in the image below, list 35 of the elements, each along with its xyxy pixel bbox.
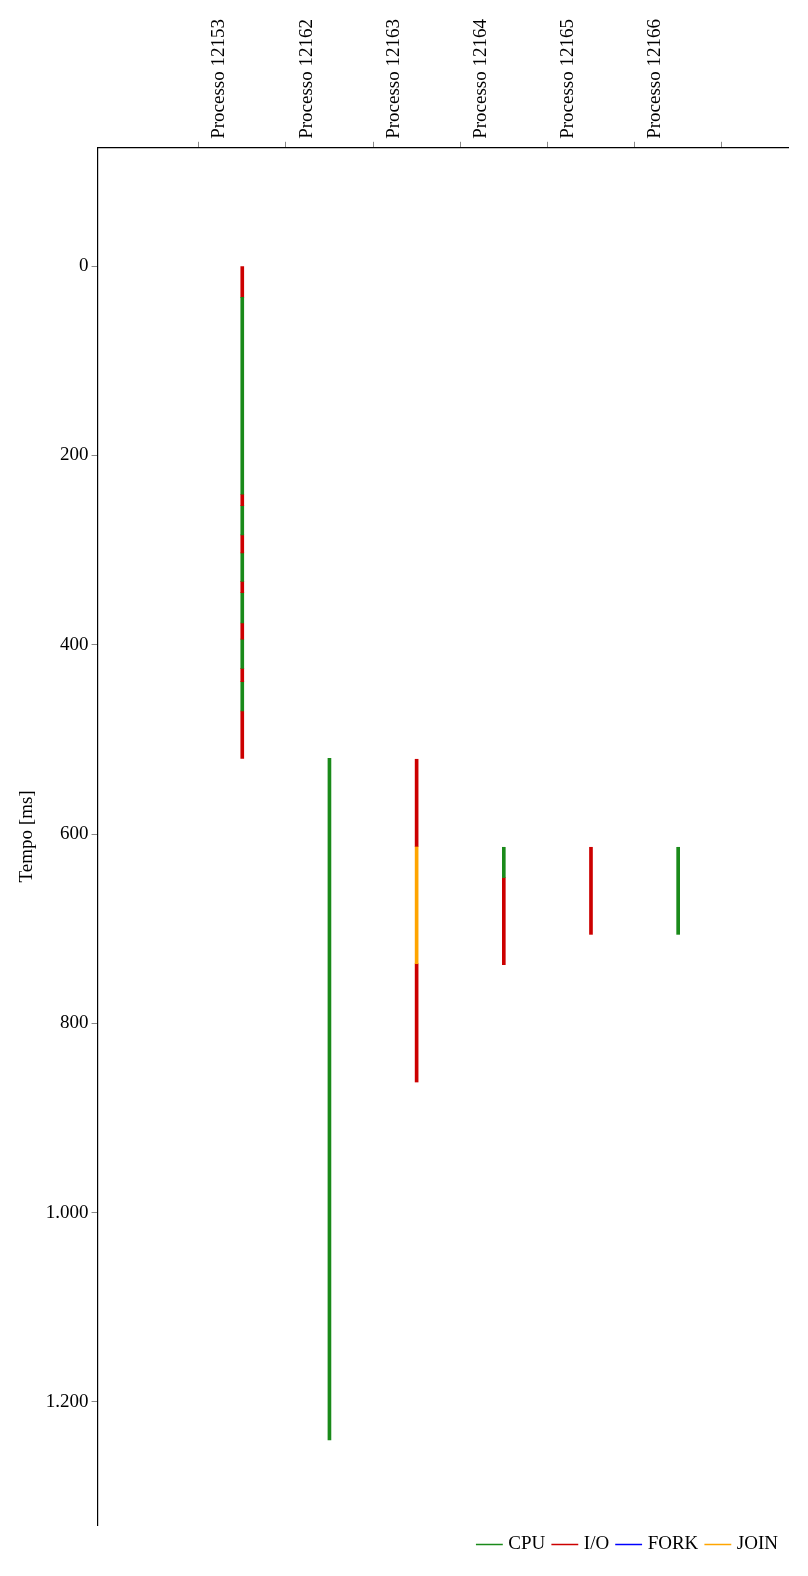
y-axis-title: Tempo [ms] xyxy=(15,790,37,883)
legend-label: CPU xyxy=(508,1532,546,1554)
bar xyxy=(240,534,245,554)
y-tick-label: 400 xyxy=(60,632,89,654)
legend-label: I/O xyxy=(583,1532,610,1554)
y-tick-label: 1.200 xyxy=(45,1389,89,1411)
bar xyxy=(240,505,245,536)
bar xyxy=(240,668,245,682)
y-tick-label: 200 xyxy=(60,443,89,465)
y-tick-label: 1.000 xyxy=(45,1200,89,1222)
bar xyxy=(240,297,245,495)
bar xyxy=(589,846,593,935)
bar xyxy=(240,638,245,669)
legend-label: JOIN xyxy=(736,1532,779,1554)
bar xyxy=(240,266,245,298)
bar xyxy=(240,592,245,624)
bar xyxy=(240,580,245,593)
x-tick-label: Processo 12164 xyxy=(468,18,490,139)
bar xyxy=(240,622,245,640)
legend-label: FORK xyxy=(647,1532,699,1554)
y-tick-label: 0 xyxy=(79,254,89,276)
bar xyxy=(676,846,680,935)
x-tick-label: Processo 12162 xyxy=(294,18,316,139)
bar xyxy=(240,552,245,582)
bar xyxy=(501,846,506,878)
x-tick-label: Processo 12163 xyxy=(381,18,403,139)
y-tick-label: 800 xyxy=(60,1011,89,1033)
x-tick-label: Processo 12166 xyxy=(643,18,665,139)
bar xyxy=(240,681,245,712)
x-tick-label: Processo 12153 xyxy=(207,18,229,139)
bar xyxy=(240,493,245,506)
y-tick-label: 600 xyxy=(60,822,89,844)
bar xyxy=(501,877,506,965)
x-tick-label: Processo 12165 xyxy=(556,18,578,139)
bar xyxy=(240,710,245,759)
